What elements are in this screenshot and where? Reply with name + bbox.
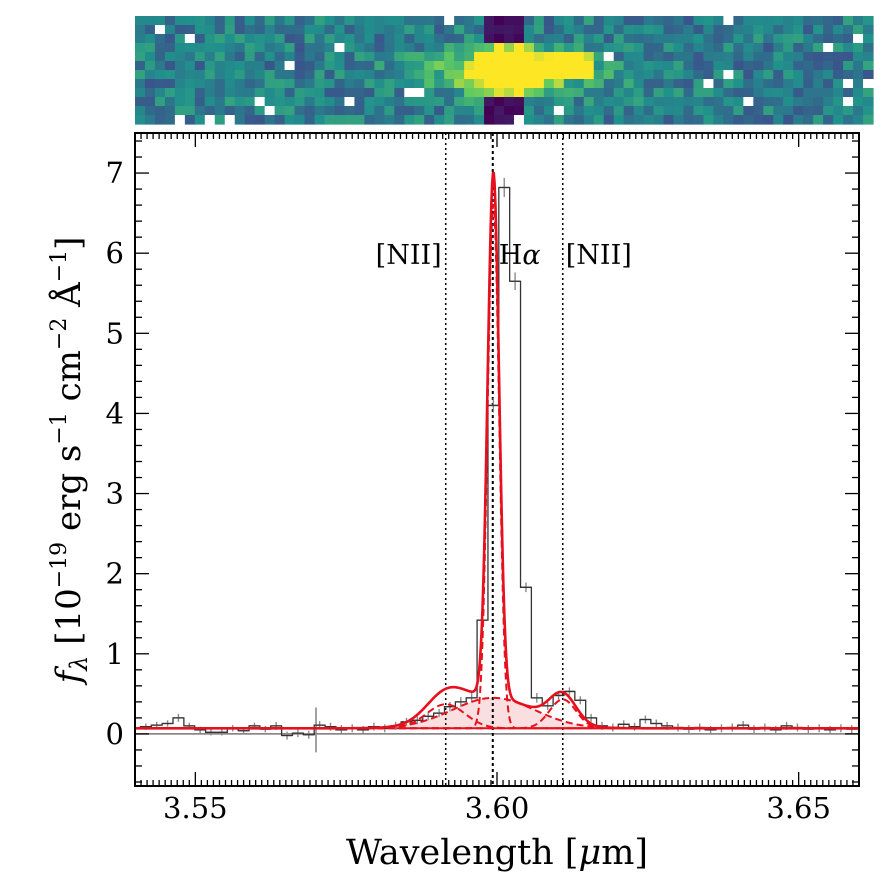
- x-axis-label: Wavelength [μm]: [346, 833, 648, 873]
- 2d-spectrum-image: [135, 16, 874, 125]
- y-tick-label: 4: [106, 396, 124, 430]
- axis-ticks: [134, 133, 860, 786]
- plot-area: 3.55 3.60 3.65 0 1 2 3 4 5 6 7 [NII] Hα [NII]: [106, 132, 860, 825]
- total-fit-line: [135, 171, 859, 730]
- y-tick-label: 2: [106, 557, 124, 591]
- x-tick-label: 3.65: [766, 791, 831, 825]
- fit-component-line: [135, 703, 859, 730]
- x-tick-label: 3.60: [465, 791, 530, 825]
- y-tick-label: 5: [106, 316, 124, 350]
- y-tick-label: 0: [106, 717, 124, 751]
- line-label-halpha: Hα: [499, 240, 541, 271]
- y-tick-label: 6: [106, 236, 124, 270]
- broad-component-fill: [135, 697, 859, 729]
- x-tick-label: 3.55: [163, 791, 228, 825]
- fit-component-line: [135, 696, 859, 730]
- y-tick-label: 7: [106, 156, 124, 190]
- line-label-nii: [NII]: [566, 240, 632, 271]
- line-label-nii: [NII]: [376, 240, 442, 271]
- y-axis-label: fλ [10−19 erg s−1 cm−2 Å−1]: [47, 237, 93, 687]
- y-tick-label: 3: [106, 477, 124, 511]
- y-tick-label: 1: [106, 637, 124, 671]
